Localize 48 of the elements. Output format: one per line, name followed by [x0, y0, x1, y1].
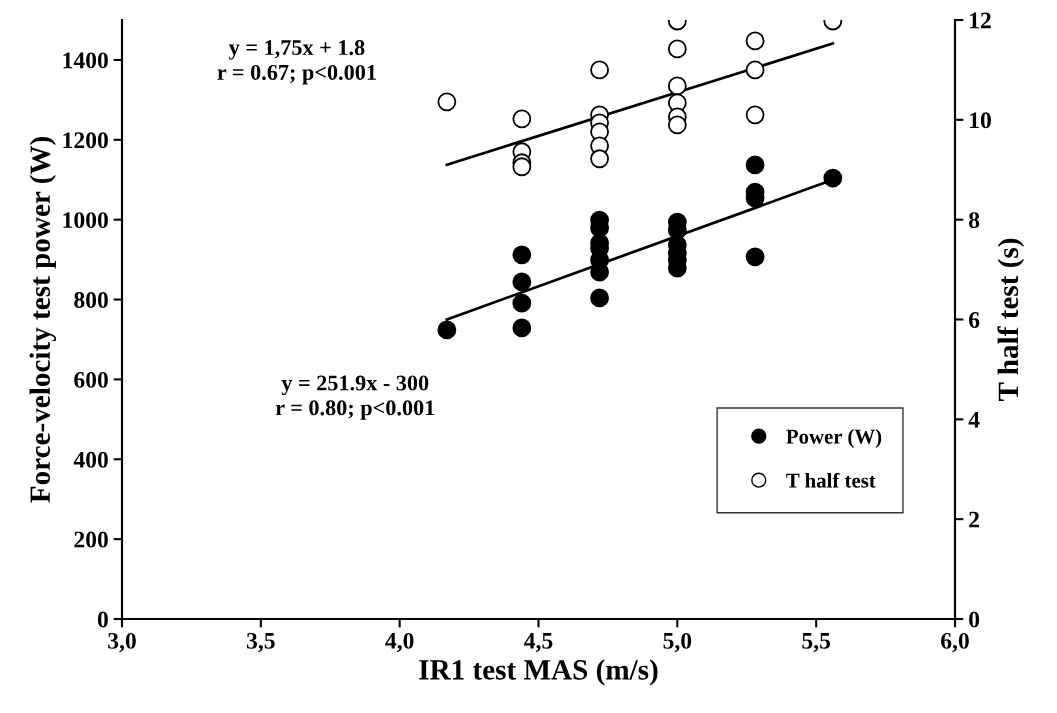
- x-tick-label: 4,5: [524, 633, 553, 653]
- x-tick-label: 3,5: [246, 632, 275, 653]
- x-tick-label: 5,5: [802, 633, 831, 653]
- y-tick-label: 0: [97, 611, 108, 628]
- point: [745, 155, 765, 175]
- point: [667, 39, 687, 59]
- point: [745, 105, 765, 125]
- y2-tick-label: 12: [970, 12, 991, 29]
- y2-tick-label: 4: [968, 411, 980, 428]
- point: [745, 31, 765, 51]
- y-tick-label: 1000: [63, 212, 108, 229]
- y-axis-title: Force-velocity test power (W): [29, 137, 57, 503]
- y2-tick-label: 8: [968, 212, 980, 229]
- y-tick-label: 1400: [63, 52, 108, 69]
- legend-label: Power (W): [786, 429, 882, 448]
- point: [590, 149, 609, 169]
- x-tick-label: 5,0: [663, 632, 692, 653]
- y-tick-label: 800: [74, 292, 108, 308]
- x-axis-title: IR1 test MAS (m/s): [419, 659, 658, 686]
- y2-tick-label: 0: [969, 611, 980, 628]
- y-tick-label: 400: [73, 451, 108, 468]
- point: [437, 320, 457, 340]
- legend-label: T half test: [786, 472, 876, 488]
- point: [823, 168, 843, 188]
- point: [590, 288, 609, 308]
- annotation: y = 251.9x - 300 r = 0.80; p<0.001: [275, 375, 435, 420]
- x-tick-label: 3,0: [108, 632, 136, 653]
- point: [512, 245, 532, 265]
- point: [667, 115, 687, 135]
- x-tick-label: 6,0: [941, 632, 969, 653]
- point: [590, 60, 609, 80]
- y2-tick-label: 2: [969, 511, 979, 528]
- point: [667, 76, 687, 96]
- point: [745, 247, 765, 267]
- point: [512, 318, 532, 338]
- y-tick-label: 1200: [63, 132, 108, 149]
- y-tick-label: 600: [74, 371, 108, 388]
- point: [512, 272, 532, 292]
- y2-tick-label: 6: [969, 312, 980, 328]
- y2-tick-label: 10: [970, 112, 991, 129]
- point: [512, 293, 532, 313]
- annotation: y = 1,75x + 1.8 r = 0.67; p<0.001: [217, 40, 376, 85]
- x-tick-label: 4,0: [385, 632, 414, 653]
- point: [745, 60, 765, 80]
- point: [437, 92, 457, 112]
- point: [512, 109, 532, 129]
- y-tick-label: 200: [74, 531, 108, 548]
- y2-axis-title: T half test (s): [997, 238, 1025, 402]
